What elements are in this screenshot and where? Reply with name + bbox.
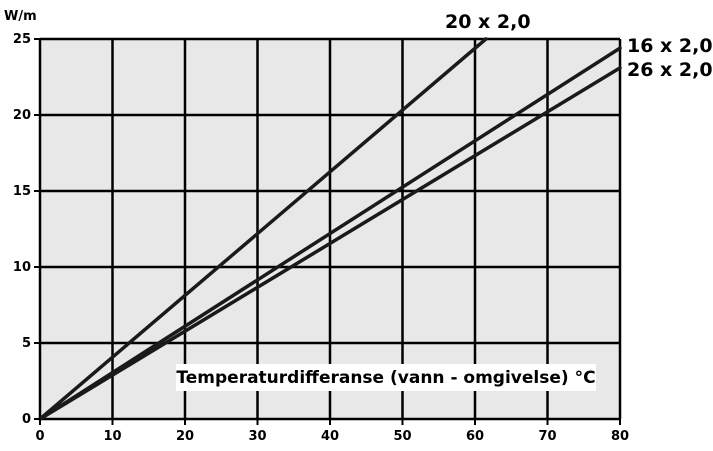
x-tick-label-50: 50 [393,429,411,444]
series-label-1: 16 x 2,0 [627,35,713,57]
y-tick-label-10: 10 [13,260,31,275]
y-tick-label-25: 25 [13,32,31,47]
x-tick-label-60: 60 [466,429,484,444]
y-tick-label-20: 20 [13,108,31,123]
y-tick-label-5: 5 [22,336,31,351]
tick-labels: 0 10 20 30 40 50 60 70 80 0 5 10 15 20 25 [13,32,629,444]
series-line-1 [38,46,622,421]
y-tick-label-15: 15 [13,184,31,199]
series-line-2 [38,66,622,421]
x-tick-label-10: 10 [103,429,121,444]
x-tick-label-70: 70 [538,429,556,444]
y-tick-label-0: 0 [22,412,31,427]
series-labels: 20 x 2,0 16 x 2,026 x 2,0 [445,11,713,81]
y-axis-label: W/m [4,9,37,24]
series-label-2: 26 x 2,0 [627,59,713,81]
x-tick-label-0: 0 [35,429,44,444]
x-axis-label-box [176,364,596,391]
x-tick-label-20: 20 [176,429,194,444]
series-lines [38,37,622,421]
series-line-0 [38,37,488,421]
x-tick-label-30: 30 [248,429,266,444]
x-tick-label-40: 40 [321,429,339,444]
x-tick-label-80: 80 [611,429,629,444]
series-label-0: 20 x 2,0 [445,11,531,33]
x-axis-label: Temperaturdifferanse (vann - omgivelse) … [176,368,595,388]
